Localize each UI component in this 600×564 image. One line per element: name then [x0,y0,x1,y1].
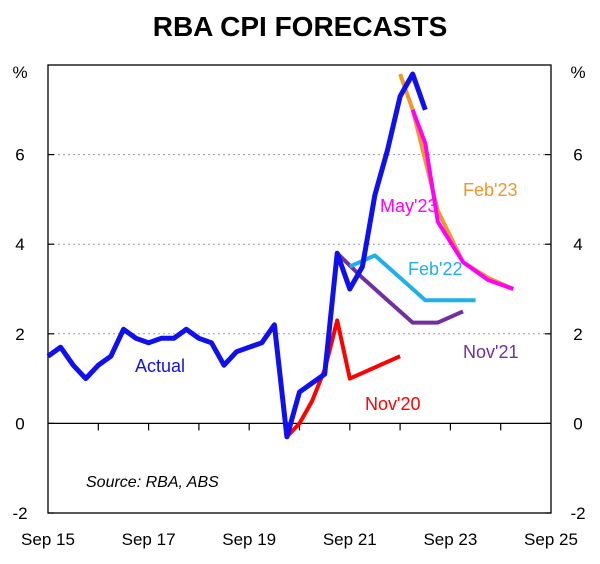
x-axis: Sep 15 Sep 17 Sep 19 Sep 21 Sep 23 Sep 25 [21,423,578,549]
y-tick-label-left: -2 [12,504,27,523]
y-unit-right: % [570,63,585,82]
y-tick-label-right: 4 [573,235,582,254]
y-tick-label-left: 2 [15,325,24,344]
label-actual: Actual [135,356,185,376]
label-nov21: Nov'21 [463,342,518,362]
y-tick-label-right: 2 [573,325,582,344]
y-tick-label-left: 4 [15,235,24,254]
x-tick-label: Sep 25 [524,530,578,549]
plot-frame [47,64,552,514]
chart-title: RBA CPI FORECASTS [153,11,448,42]
y-tick-label-right: 0 [573,414,582,433]
y-tick-label-left: 0 [15,414,24,433]
x-tick-label: Sep 23 [423,530,477,549]
series-lines [46,71,515,440]
x-tick-label: Sep 21 [323,530,377,549]
y-unit-left: % [12,63,27,82]
x-tick-label: Sep 17 [122,530,176,549]
x-tick-label: Sep 15 [21,530,75,549]
y-tick-label-right: 6 [573,146,582,165]
y-axis-left: -2 0 2 4 6 [12,146,54,523]
label-nov20: Nov'20 [365,394,420,414]
y-tick-label-right: -2 [570,504,585,523]
series-line-may-23 [410,109,514,291]
y-tick-label-left: 6 [15,146,24,165]
series-line-actual [46,71,428,440]
label-may23: May'23 [380,196,437,216]
x-tick-label: Sep 19 [222,530,276,549]
y-axis-right: -2 0 2 4 6 [545,146,586,523]
label-feb23: Feb'23 [463,180,517,200]
series-line-nov-20 [285,318,401,439]
series-line-feb-22 [348,253,476,303]
source-note: Source: RBA, ABS [86,474,219,491]
gridlines [48,154,551,335]
label-feb22: Feb'22 [408,259,462,279]
